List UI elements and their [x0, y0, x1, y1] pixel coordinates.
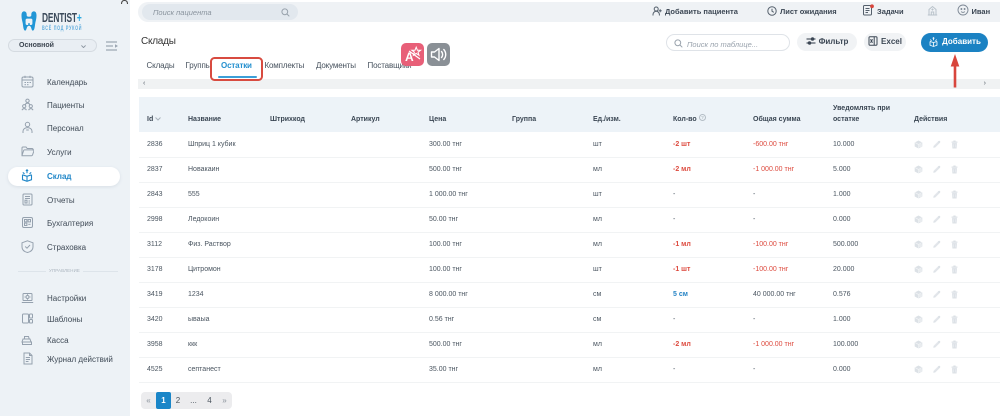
svg-text:A: A [405, 50, 414, 64]
svg-text:?: ? [701, 115, 704, 120]
